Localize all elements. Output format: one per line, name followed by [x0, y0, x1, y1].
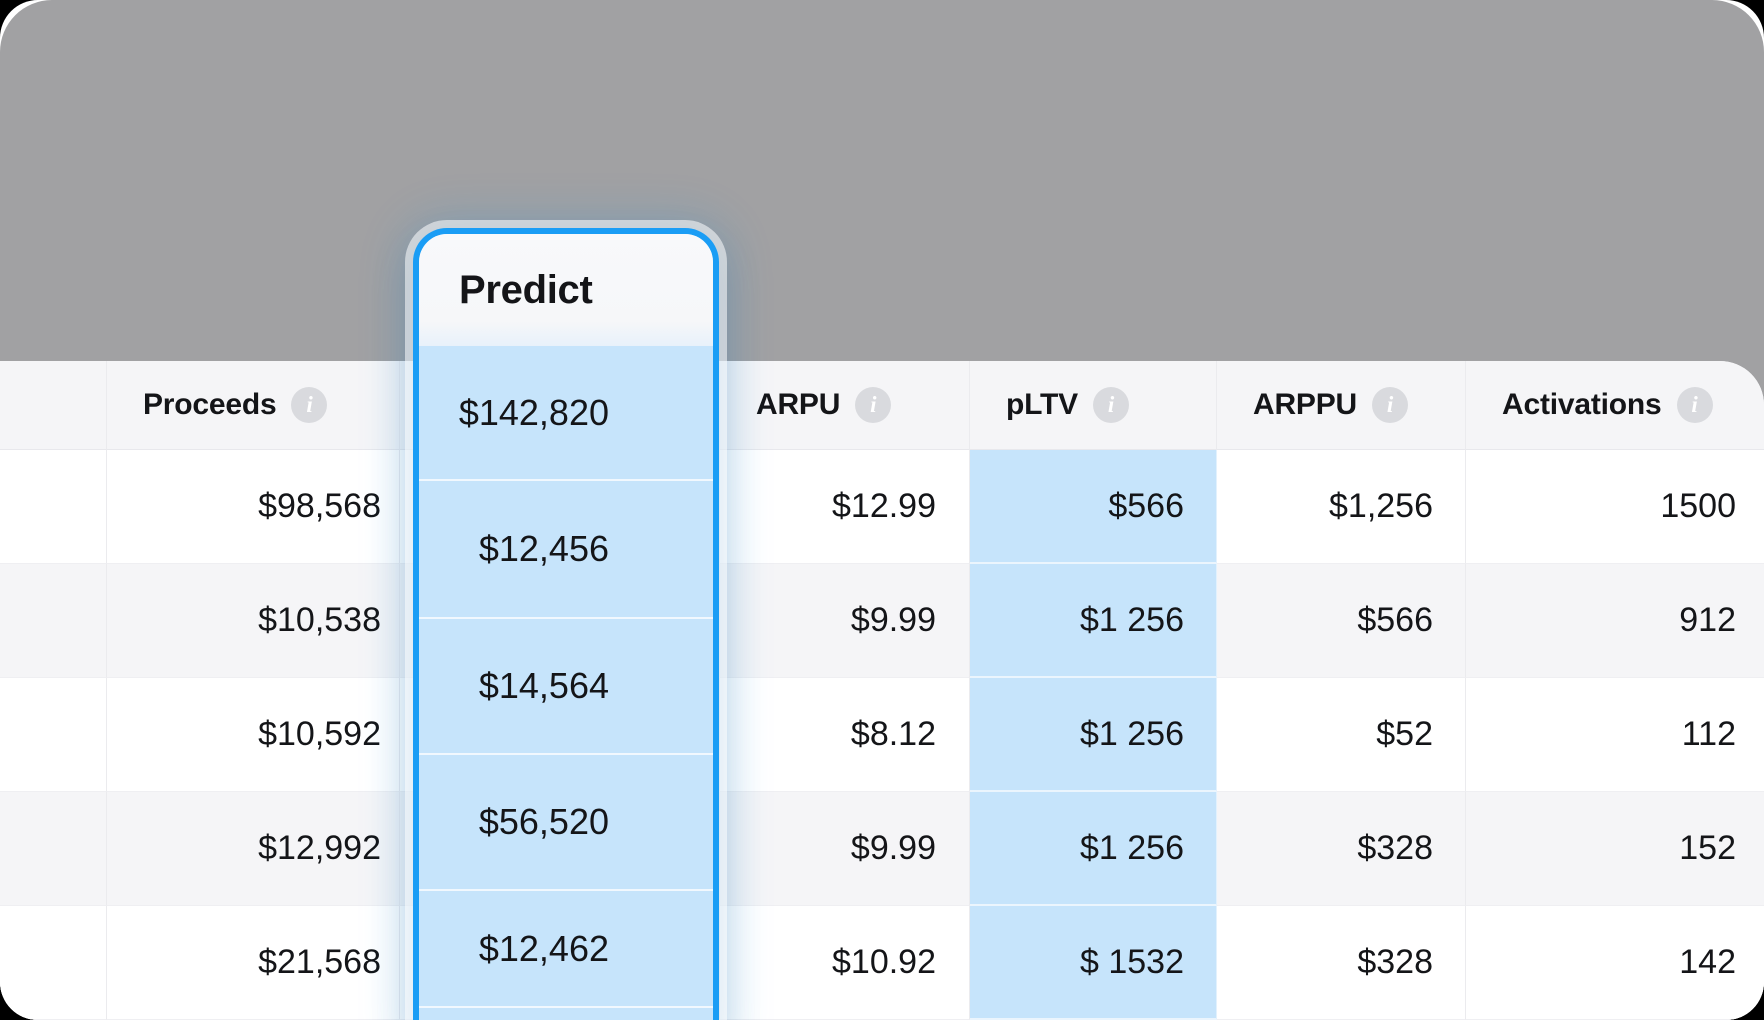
cell-arpu: $9.99: [720, 564, 970, 678]
column-header-label: ARPPU: [1253, 388, 1358, 421]
column-header-label: pLTV: [1006, 388, 1078, 421]
cell-activations: 142: [1466, 906, 1764, 1020]
cell-proceeds: $21,568: [107, 906, 400, 1020]
predict-column-card: Predict $142,820 $12,456 $14,564 $56,520 $12…: [413, 228, 719, 1020]
table-row: $21,568 $10.92 $ 1532 $328 142: [0, 906, 1764, 1020]
table-row: $10,538 $9.99 $1 256 $566 912: [0, 564, 1764, 678]
predict-value-cell-partial: [419, 1008, 713, 1020]
cell-arpu: $9.99: [720, 792, 970, 906]
predict-card-body: $142,820 $12,456 $14,564 $56,520 $12,462: [419, 346, 713, 1020]
cell-activations: 1500: [1466, 450, 1764, 564]
column-header-pltv[interactable]: pLTV i: [970, 361, 1217, 450]
column-header-rowlabel: [0, 361, 107, 450]
cell-rowlabel: [0, 450, 107, 564]
cell-proceeds: $10,538: [107, 564, 400, 678]
cell-pltv-highlighted: $ 1532: [970, 906, 1217, 1020]
info-icon[interactable]: i: [1676, 387, 1713, 423]
cell-proceeds: $12,992: [107, 792, 400, 906]
cell-pltv-highlighted: $1 256: [970, 678, 1217, 792]
predict-value-cell: $12,462: [419, 891, 713, 1008]
cell-arpu: $8.12: [720, 678, 970, 792]
info-icon[interactable]: i: [855, 387, 892, 423]
cell-arppu: $52: [1217, 678, 1466, 792]
cell-arppu: $566: [1217, 564, 1466, 678]
info-icon[interactable]: i: [1372, 387, 1409, 423]
cell-arpu: $12.99: [720, 450, 970, 564]
cell-proceeds: $98,568: [107, 450, 400, 564]
cell-activations: 912: [1466, 564, 1764, 678]
cell-rowlabel: [0, 792, 107, 906]
predict-card-header: Predict: [419, 234, 713, 346]
column-header-proceeds[interactable]: Proceeds i: [107, 361, 400, 450]
predict-value-cell: $142,820: [419, 346, 713, 481]
column-header-activations[interactable]: Activations i: [1466, 361, 1764, 450]
predict-card-title: Predict: [459, 267, 593, 312]
column-header-label: Proceeds: [143, 388, 277, 421]
cell-activations: 152: [1466, 792, 1764, 906]
cell-rowlabel: [0, 564, 107, 678]
cell-arppu: $328: [1217, 792, 1466, 906]
predict-value-cell: $56,520: [419, 755, 713, 891]
info-icon[interactable]: i: [291, 387, 328, 423]
column-header-label: Activations: [1502, 388, 1662, 421]
column-header-label: ARPU: [756, 388, 841, 421]
column-header-arppu[interactable]: ARPPU i: [1217, 361, 1466, 450]
table-header-row: Proceeds i ARPU i pLTV i ARPPU i Activations i: [0, 361, 1764, 450]
cell-rowlabel: [0, 678, 107, 792]
cell-activations: 112: [1466, 678, 1764, 792]
cell-pltv-highlighted: $1 256: [970, 564, 1217, 678]
predict-value-cell: $14,564: [419, 619, 713, 755]
cell-arppu: $328: [1217, 906, 1466, 1020]
cell-proceeds: $10,592: [107, 678, 400, 792]
cell-pltv-highlighted: $566: [970, 450, 1217, 564]
cell-arppu: $1,256: [1217, 450, 1466, 564]
info-icon[interactable]: i: [1092, 387, 1129, 423]
column-header-arpu[interactable]: ARPU i: [720, 361, 970, 450]
table-body: $98,568 $12.99 $566 $1,256 1500 $10,538 $9.99 $…: [0, 450, 1764, 1020]
metrics-table: Proceeds i ARPU i pLTV i ARPPU i Activations i $9…: [0, 361, 1764, 1020]
cell-pltv-highlighted: $1 256: [970, 792, 1217, 906]
predict-value-cell: $12,456: [419, 481, 713, 619]
table-row: $10,592 $8.12 $1 256 $52 112: [0, 678, 1764, 792]
cell-arpu: $10.92: [720, 906, 970, 1020]
cell-rowlabel: [0, 906, 107, 1020]
table-row: $98,568 $12.99 $566 $1,256 1500: [0, 450, 1764, 564]
table-row: $12,992 $9.99 $1 256 $328 152: [0, 792, 1764, 906]
